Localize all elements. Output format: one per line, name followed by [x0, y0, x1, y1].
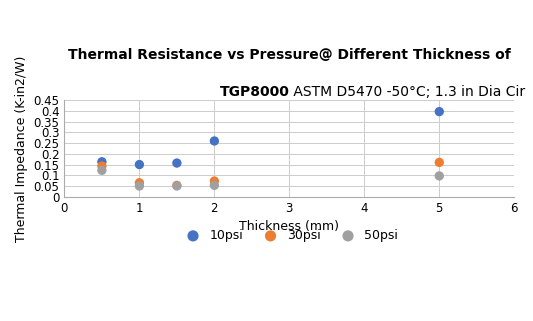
Title: Thermal Resistance vs Pressure@ Different Thickness of
: Thermal Resistance vs Pressure@ Differen…: [68, 48, 511, 78]
10psi: [435, 109, 443, 114]
10psi: [98, 159, 106, 164]
10psi: [210, 138, 219, 143]
10psi: [173, 160, 181, 166]
50psi: [98, 168, 106, 173]
50psi: [210, 183, 219, 188]
10psi: [135, 162, 144, 167]
Y-axis label: Thermal Impedance (K-in2/W): Thermal Impedance (K-in2/W): [15, 55, 28, 242]
X-axis label: Thickness (mm): Thickness (mm): [239, 220, 340, 233]
30psi: [210, 178, 219, 184]
50psi: [173, 183, 181, 188]
50psi: [435, 173, 443, 178]
Text: TGP8000: TGP8000: [220, 85, 289, 99]
30psi: [173, 183, 181, 188]
50psi: [135, 183, 144, 188]
Legend: 10psi, 30psi, 50psi: 10psi, 30psi, 50psi: [175, 224, 403, 247]
30psi: [135, 180, 144, 185]
30psi: [435, 160, 443, 165]
Text: ASTM D5470 -50°C; 1.3 in Dia Cir: ASTM D5470 -50°C; 1.3 in Dia Cir: [289, 85, 526, 99]
30psi: [98, 163, 106, 169]
